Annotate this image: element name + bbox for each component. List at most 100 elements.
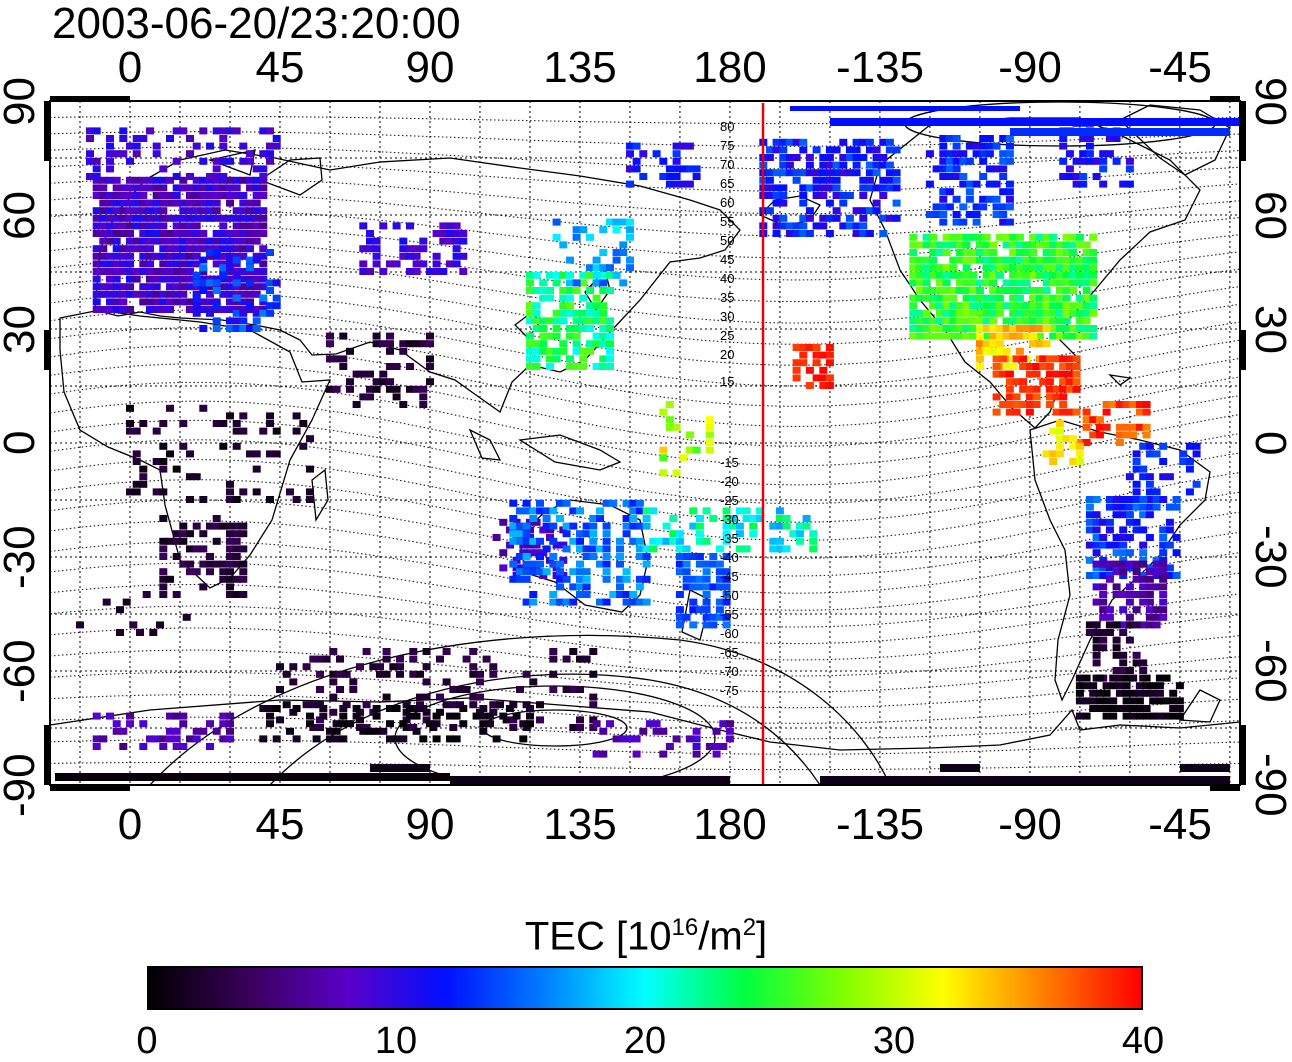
- tec-cell: [639, 727, 648, 735]
- tec-cell: [1002, 325, 1011, 332]
- tec-cell: [199, 283, 208, 291]
- tec-cell: [462, 655, 471, 663]
- tec-cell: [1062, 271, 1071, 279]
- tec-cell: [1152, 564, 1161, 572]
- tec-cell: [599, 325, 608, 332]
- tec-cell: [612, 218, 621, 226]
- tec-cell: [246, 325, 254, 332]
- tec-cell: [526, 332, 534, 340]
- tec-cell: [1092, 526, 1101, 534]
- tec-cell: [995, 271, 1004, 279]
- tec-cell: [539, 332, 548, 340]
- tec-cell: [879, 161, 888, 169]
- tec-cell: [212, 157, 221, 165]
- tec-cell: [152, 222, 161, 230]
- tec-cell: [955, 271, 964, 279]
- tec-cell: [1105, 629, 1114, 636]
- coastline: [311, 468, 329, 523]
- tec-cell: [219, 268, 228, 275]
- tec-cell: [132, 488, 141, 496]
- tec-cell: [629, 598, 638, 606]
- tec-cell: [626, 735, 634, 743]
- tec-cell: [582, 575, 591, 583]
- tec-cell: [422, 648, 431, 655]
- tec-cell: [152, 488, 161, 496]
- tec-cell: [992, 393, 1001, 401]
- tec-cell: [159, 252, 168, 260]
- timestamp-title: 2003-06-20/23:20:00: [52, 0, 461, 48]
- tec-cell: [775, 522, 784, 530]
- tec-cell: [879, 138, 888, 146]
- tec-cell: [452, 260, 461, 268]
- tec-cell: [975, 294, 984, 302]
- tec-cell: [1112, 651, 1121, 659]
- tec-cell: [702, 598, 711, 606]
- tec-cell: [832, 184, 841, 192]
- tec-cell: [576, 724, 584, 731]
- tec-cell: [352, 401, 361, 408]
- tec-cell: [199, 279, 208, 287]
- tec-cell: [512, 518, 521, 526]
- tec-cell: [1092, 659, 1101, 667]
- tec-cell: [1185, 465, 1194, 473]
- tec-cell: [1165, 518, 1174, 526]
- tec-cell: [935, 294, 944, 302]
- tec-cell: [1082, 682, 1091, 690]
- tec-cell: [199, 275, 208, 283]
- tec-cell: [989, 249, 998, 256]
- tec-cell: [219, 275, 228, 283]
- tec-cell: [1065, 363, 1074, 370]
- tec-cell: [579, 347, 588, 355]
- tec-cell: [152, 192, 161, 199]
- tec-cell: [346, 385, 354, 393]
- tec-cell: [339, 332, 348, 340]
- tec-cell: [239, 568, 248, 576]
- tec-cell: [1009, 325, 1018, 332]
- tec-cell: [1082, 332, 1091, 340]
- tec-cell: [1105, 503, 1114, 511]
- tec-cell: [1092, 636, 1101, 644]
- tec-cell: [1169, 697, 1178, 705]
- tec-cell: [799, 351, 808, 359]
- lon-tick-bottom: 180: [693, 800, 767, 849]
- tec-cell: [92, 230, 101, 237]
- tec-cell: [132, 290, 141, 298]
- tec-cell: [792, 230, 801, 237]
- tec-cell: [1125, 560, 1134, 568]
- tec-cell: [1122, 674, 1131, 682]
- tec-cell: [92, 275, 101, 283]
- tec-cell: [199, 199, 208, 207]
- tec-cell: [1165, 541, 1174, 549]
- tec-cell: [146, 283, 154, 291]
- tec-cell: [239, 317, 248, 325]
- tec-cell: [1039, 378, 1048, 386]
- tec-cell: [152, 283, 161, 291]
- tec-cell: [332, 720, 341, 728]
- tec-cell: [1082, 309, 1091, 317]
- tec-cell: [386, 378, 394, 386]
- tec-cell: [1055, 271, 1064, 279]
- tec-cell: [1112, 157, 1121, 165]
- tec-cell: [602, 598, 611, 606]
- tec-cell: [1125, 636, 1134, 644]
- tec-cell: [865, 161, 874, 169]
- lon-tick-top: 0: [117, 43, 143, 92]
- tec-cell: [566, 355, 574, 363]
- tec-cell: [439, 222, 448, 230]
- tec-cell: [825, 351, 834, 359]
- tec-cell: [779, 146, 788, 154]
- tec-cell: [532, 355, 541, 363]
- tec-cell: [382, 648, 391, 655]
- tec-cell: [539, 279, 548, 287]
- tec-cell: [1089, 332, 1098, 340]
- tec-cell: [999, 203, 1008, 211]
- tec-cell: [705, 416, 714, 424]
- tec-cell: [999, 218, 1008, 226]
- tec-cell: [915, 294, 924, 302]
- tec-cell: [1049, 233, 1058, 241]
- tec-cell: [246, 157, 254, 165]
- tec-cell: [599, 309, 608, 317]
- tec-cell: [86, 127, 94, 135]
- tec-cell: [232, 237, 241, 245]
- tec-cell: [1075, 279, 1084, 287]
